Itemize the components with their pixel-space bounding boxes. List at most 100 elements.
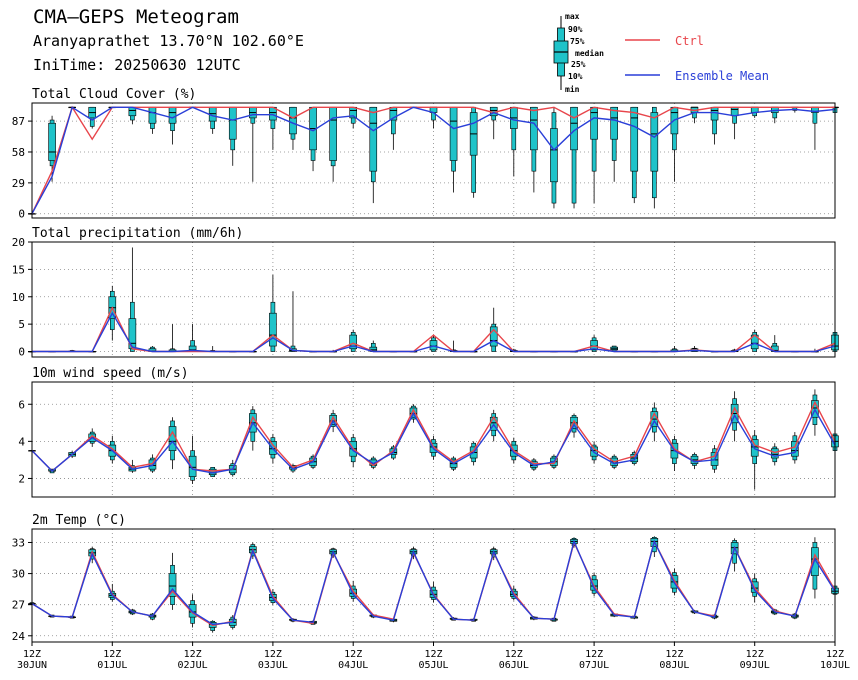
panel3-box xyxy=(811,389,819,436)
panel2-title: Total precipitation (mm/6h) xyxy=(32,226,243,241)
panel1-box xyxy=(710,106,719,145)
legend-p25-label: 25% xyxy=(571,60,586,69)
panel1-box xyxy=(429,106,438,129)
panel1-box xyxy=(208,106,217,134)
panel4-ytick-label: 30 xyxy=(12,568,25,581)
panel1-title: Total Cloud Cover (%) xyxy=(32,87,196,102)
panel1-box xyxy=(369,106,378,204)
panel1-box xyxy=(128,106,137,125)
panel2-ytick-label: 0 xyxy=(18,346,25,359)
panel1-box xyxy=(570,106,578,209)
panel3-frame xyxy=(31,381,836,498)
page-title: CMA—GEPS Meteogram xyxy=(33,6,239,28)
panel1-box xyxy=(630,106,639,204)
legend-mean-label: Ensemble Mean xyxy=(675,69,769,83)
panel4-ytick-label: 33 xyxy=(12,536,25,549)
panel1-box xyxy=(289,106,297,150)
panel4-title: 2m Temp (°C) xyxy=(32,513,126,528)
panel1-ytick-label: 0 xyxy=(18,208,25,221)
x-tick-date-label: 09JUL xyxy=(740,660,770,671)
panel1-mean-line xyxy=(31,106,836,215)
panel3-ctrl-line xyxy=(31,400,836,472)
panel1-ytick-label: 87 xyxy=(12,115,25,128)
panel3-ytick-label: 4 xyxy=(18,435,25,448)
panel1-box xyxy=(48,115,56,182)
x-tick-hour-label: 12Z xyxy=(665,649,683,660)
panel2-box xyxy=(188,324,197,352)
x-tick-date-label: 07JUL xyxy=(579,660,609,671)
panel2-box xyxy=(269,274,277,352)
panel4-ytick-label: 27 xyxy=(12,599,25,612)
panel1-box xyxy=(228,106,237,166)
station-info: Aranyaprathet 13.70°N 102.60°E xyxy=(33,32,304,50)
init-time: IniTime: 20250630 12UTC xyxy=(33,56,241,74)
panel1-box xyxy=(88,106,97,129)
x-tick-date-label: 05JUL xyxy=(418,660,448,671)
panel3-box xyxy=(630,450,639,466)
x-tick-date-label: 03JUL xyxy=(258,660,288,671)
panel2-box xyxy=(750,329,759,352)
panel1-box xyxy=(811,106,819,150)
panel2-mean-line xyxy=(32,311,836,353)
panel1-box xyxy=(650,106,659,209)
x-tick-date-label: 08JUL xyxy=(659,660,689,671)
panel3-ytick-label: 6 xyxy=(18,398,25,411)
panel2-ytick-label: 20 xyxy=(12,236,25,249)
panel1-box xyxy=(249,106,257,182)
x-tick-hour-label: 12Z xyxy=(344,649,362,660)
legend-p90-label: 90% xyxy=(568,25,583,34)
panel1-box xyxy=(168,106,177,145)
panel3-ytick-label: 2 xyxy=(18,472,25,485)
x-tick-date-label: 04JUL xyxy=(338,660,368,671)
x-tick-hour-label: 12Z xyxy=(264,649,282,660)
panel1-box xyxy=(730,106,739,140)
panel3-mean-line xyxy=(31,408,836,474)
legend-ctrl-label: Ctrl xyxy=(675,34,704,48)
panel1-box xyxy=(389,106,398,150)
legend-p10-label: 10% xyxy=(568,72,583,81)
x-tick-hour-label: 12Z xyxy=(103,649,121,660)
panel2-box xyxy=(168,324,177,353)
panel3-box xyxy=(168,417,177,470)
panel4-box xyxy=(168,552,177,610)
x-tick-hour-label: 12Z xyxy=(505,649,523,660)
panel1-ytick-label: 29 xyxy=(12,177,25,190)
legend-p75-label: 75% xyxy=(570,37,585,46)
x-tick-date-label: 02JUL xyxy=(178,660,208,671)
panel1-box xyxy=(610,106,618,182)
legend-max-label: max xyxy=(565,12,580,21)
legend-min-label: min xyxy=(565,85,580,94)
x-tick-hour-label: 12Z xyxy=(746,649,764,660)
panel1-frame xyxy=(31,102,836,219)
x-tick-date-label: 01JUL xyxy=(97,660,127,671)
x-tick-date-label: 10JUL xyxy=(820,660,850,671)
panel1-box xyxy=(509,106,518,177)
panel1-box xyxy=(590,106,598,204)
panel2-ytick-label: 5 xyxy=(18,318,25,331)
panel1-ctrl-line xyxy=(31,105,835,214)
panel1-box xyxy=(309,106,317,172)
panel4-mean-line xyxy=(31,539,836,626)
panel2-ytick-label: 10 xyxy=(12,291,25,304)
panel2-ytick-label: 15 xyxy=(12,263,25,276)
panel1-box xyxy=(449,106,458,193)
panel1-box xyxy=(269,106,277,150)
panel3-box xyxy=(770,443,779,466)
x-tick-hour-label: 12Z xyxy=(23,649,41,660)
x-tick-hour-label: 12Z xyxy=(585,649,603,660)
x-tick-date-label: 30JUN xyxy=(17,660,47,671)
panel1-ytick-label: 58 xyxy=(12,146,25,159)
panel2-box xyxy=(610,345,618,352)
panel2-box xyxy=(289,291,297,352)
x-tick-hour-label: 12Z xyxy=(826,649,844,660)
panel4-ytick-label: 24 xyxy=(12,630,26,643)
panel4-box xyxy=(429,581,438,603)
panel1-box xyxy=(530,106,538,193)
legend-median-label: median xyxy=(575,49,604,58)
panel1-box xyxy=(550,107,558,209)
x-tick-date-label: 06JUL xyxy=(499,660,529,671)
x-tick-hour-label: 12Z xyxy=(424,649,442,660)
panel2-box xyxy=(349,329,358,352)
panel2-box xyxy=(128,247,137,352)
